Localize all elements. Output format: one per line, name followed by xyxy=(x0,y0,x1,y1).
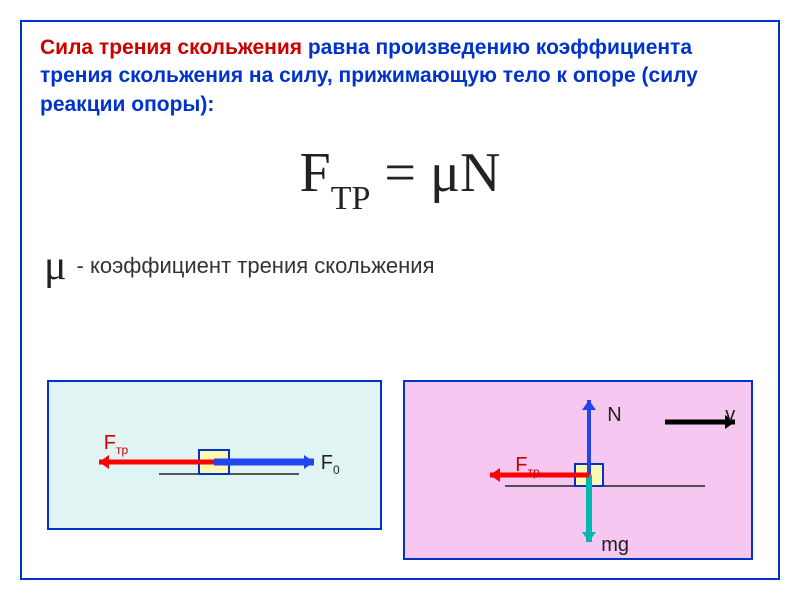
label-mg: mg xyxy=(601,534,629,557)
title-text: Сила трения скольжения равна произведени… xyxy=(22,22,778,119)
formula-N: N xyxy=(460,142,500,204)
diagrams-row: Fтр F0 Fтр N v mg xyxy=(22,380,778,560)
diagram-left: Fтр F0 xyxy=(47,380,382,530)
title-red: Сила трения скольжения xyxy=(40,36,302,59)
formula-mu: μ xyxy=(430,142,460,204)
main-frame: Сила трения скольжения равна произведени… xyxy=(20,20,780,580)
label-N: N xyxy=(607,404,621,427)
formula-TR: ТР xyxy=(331,180,371,217)
diagram-right: Fтр N v mg xyxy=(403,380,753,560)
formula-F: F xyxy=(300,142,331,204)
formula: FТР = μN xyxy=(22,141,778,212)
label-Ftr-left: Fтр xyxy=(104,432,128,457)
label-Ftr-right: Fтр xyxy=(515,454,539,479)
mu-definition: μ - коэффициент трения скольжения xyxy=(22,242,778,290)
mu-text: - коэффициент трения скольжения xyxy=(77,253,435,279)
diagram-right-svg xyxy=(405,382,755,562)
label-F0: F0 xyxy=(321,452,340,477)
label-v: v xyxy=(725,404,735,427)
mu-symbol: μ xyxy=(44,242,67,290)
formula-eq: = xyxy=(370,142,430,204)
